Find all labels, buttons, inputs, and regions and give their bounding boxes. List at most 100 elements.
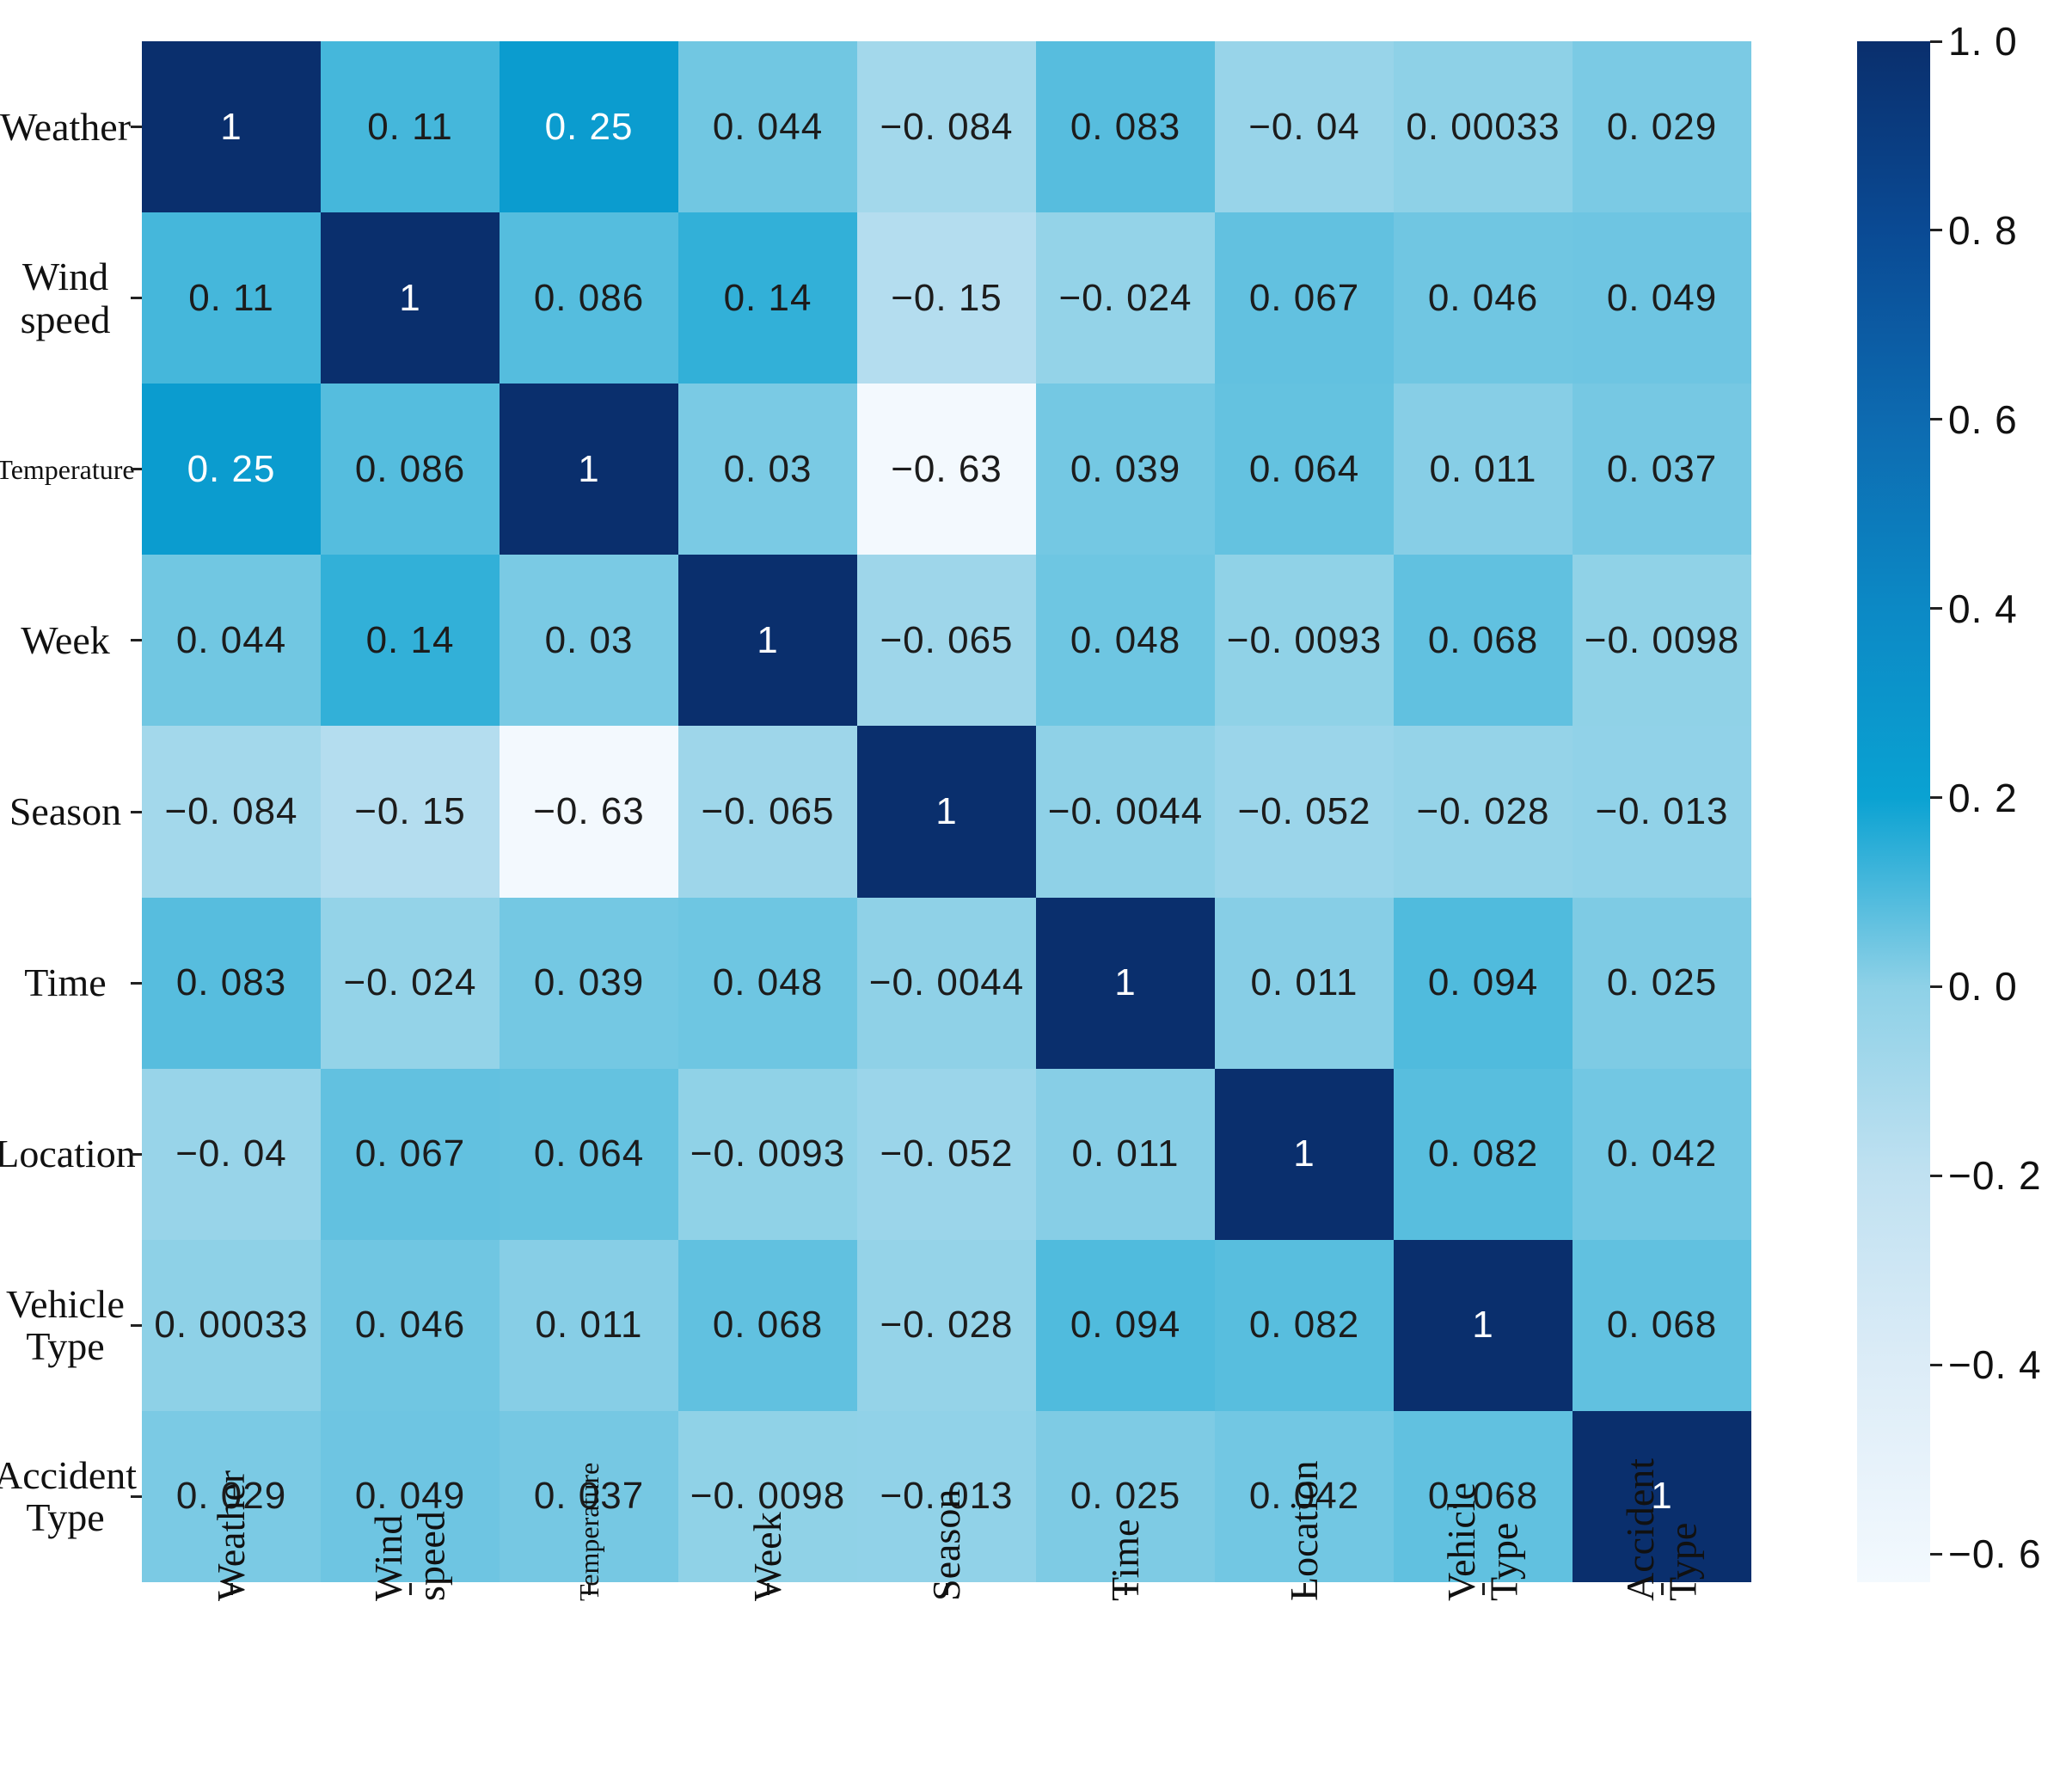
colorbar-tick-label: −0. 4 [1948,1342,2042,1388]
y-axis-label: Week [0,555,131,726]
heatmap-cell: 0. 025 [1036,1410,1215,1582]
heatmap-cell: 0. 064 [1215,384,1394,555]
heatmap-cell: 0. 00033 [142,1239,321,1411]
colorbar-tick-label: 0. 2 [1948,775,2018,820]
heatmap-cell: −0. 04 [142,1068,321,1240]
colorbar-tick-label: 0. 4 [1948,586,2018,631]
x-axis-tick [1303,1583,1306,1595]
heatmap-cell: 0. 048 [678,897,857,1069]
x-axis-tick [408,1583,412,1595]
x-axis-tick [766,1583,769,1595]
heatmap-cell: −0. 084 [857,41,1036,213]
y-axis-label: Location [0,1069,136,1240]
heatmap-cell: 0. 03 [500,555,678,727]
heatmap-cell: −0. 0098 [1573,555,1751,727]
y-axis-label-line: Week [21,618,110,663]
heatmap-cell: 0. 011 [1394,384,1573,555]
y-axis-tick [131,1494,142,1498]
colorbar-tick [1930,607,1942,611]
x-axis-tick [1124,1583,1127,1595]
y-axis-label: Vehicle Type [0,1240,131,1411]
heatmap-cell: 0. 037 [1573,384,1751,555]
heatmap-cell: 0. 044 [142,555,321,727]
heatmap-cell: 0. 11 [142,212,321,384]
heatmap-cell: −0. 0044 [1036,726,1215,898]
heatmap-cell: 0. 039 [1036,384,1215,555]
y-axis-label-line: Time [24,960,107,1005]
heatmap-cell: −0. 065 [857,555,1036,727]
heatmap-grid: 1 0. 11 0. 25 0. 044 −0. 084 0. 083 −0. 04 0. 0… [142,41,1751,1582]
heatmap-cell: −0. 15 [321,726,500,898]
y-axis-tick [131,1152,142,1156]
heatmap-cell: 0. 029 [142,1410,321,1582]
x-axis-tick [945,1583,948,1595]
heatmap-cell: 0. 25 [500,41,678,213]
colorbar-tick [1930,796,1942,799]
heatmap-cell: 0. 082 [1394,1068,1573,1240]
heatmap-cell: −0. 013 [1573,726,1751,898]
y-axis-label-line: Location [0,1132,136,1176]
heatmap-cell: 0. 068 [1394,1410,1573,1582]
colorbar-tick-label: 0. 0 [1948,964,2018,1010]
heatmap-cell: 1 [1215,1068,1394,1240]
heatmap-cell: −0. 013 [857,1410,1036,1582]
heatmap-cell: 1 [321,212,500,384]
heatmap-cell: 0. 042 [1215,1410,1394,1582]
y-axis-tick [131,981,142,985]
heatmap-cell: 0. 049 [1573,212,1751,384]
x-axis-tick [230,1583,233,1595]
heatmap-cell: 0. 068 [1394,555,1573,727]
y-axis-label-line: Type [26,1324,105,1369]
heatmap-cell: 0. 14 [678,212,857,384]
y-axis-label-line: Accident [0,1452,138,1497]
heatmap-cell: −0. 052 [1215,726,1394,898]
heatmap-cell: 0. 068 [1573,1239,1751,1411]
heatmap-cell: 0. 044 [678,41,857,213]
y-axis-label-line: Weather [0,104,132,149]
colorbar-tick [1930,418,1942,421]
heatmap-cell: 1 [857,726,1036,898]
heatmap-cell: 0. 25 [142,384,321,555]
colorbar-tick-label: −0. 6 [1948,1531,2042,1577]
heatmap-cell: 0. 068 [678,1239,857,1411]
y-axis-tick [131,297,142,300]
heatmap-cell: 1 [1573,1410,1751,1582]
heatmap-cell: 0. 00033 [1394,41,1573,213]
heatmap-cell: 0. 042 [1573,1068,1751,1240]
x-axis-tick [587,1583,591,1595]
heatmap-cell: 0. 046 [321,1239,500,1411]
y-axis-tick [131,1323,142,1327]
heatmap-cell: 0. 039 [500,897,678,1069]
heatmap-cell: 0. 025 [1573,897,1751,1069]
heatmap-cell: −0. 084 [142,726,321,898]
heatmap-cell: 0. 094 [1036,1239,1215,1411]
y-axis-label: Season [0,726,131,897]
heatmap-cell: 0. 011 [1215,897,1394,1069]
heatmap-cell: 0. 067 [321,1068,500,1240]
colorbar-tick-label: −0. 2 [1948,1153,2042,1199]
heatmap-cell: 0. 082 [1215,1239,1394,1411]
heatmap-cell: −0. 0098 [678,1410,857,1582]
heatmap-cell: 0. 046 [1394,212,1573,384]
heatmap-cell: 0. 048 [1036,555,1215,727]
heatmap-cell: −0. 065 [678,726,857,898]
heatmap-cell: 0. 011 [500,1239,678,1411]
heatmap-cell: 0. 14 [321,555,500,727]
colorbar-tick [1930,985,1942,988]
heatmap-cell: 0. 067 [1215,212,1394,384]
colorbar-tick-label: 0. 6 [1948,396,2018,442]
heatmap-cell: 0. 03 [678,384,857,555]
heatmap-cell: 1 [678,555,857,727]
heatmap-cell: 0. 029 [1573,41,1751,213]
y-axis-tick [131,810,142,813]
heatmap-cell: 0. 011 [1036,1068,1215,1240]
colorbar-tick-label: 1. 0 [1948,19,2018,64]
x-axis-tick [1660,1583,1664,1595]
heatmap-cell: −0. 028 [857,1239,1036,1411]
y-axis-label-line: Type [26,1495,105,1540]
colorbar-tick [1930,1363,1942,1366]
colorbar-tick-label: 0. 8 [1948,207,2018,253]
heatmap-cell: −0. 15 [857,212,1036,384]
colorbar-tick [1930,229,1942,232]
